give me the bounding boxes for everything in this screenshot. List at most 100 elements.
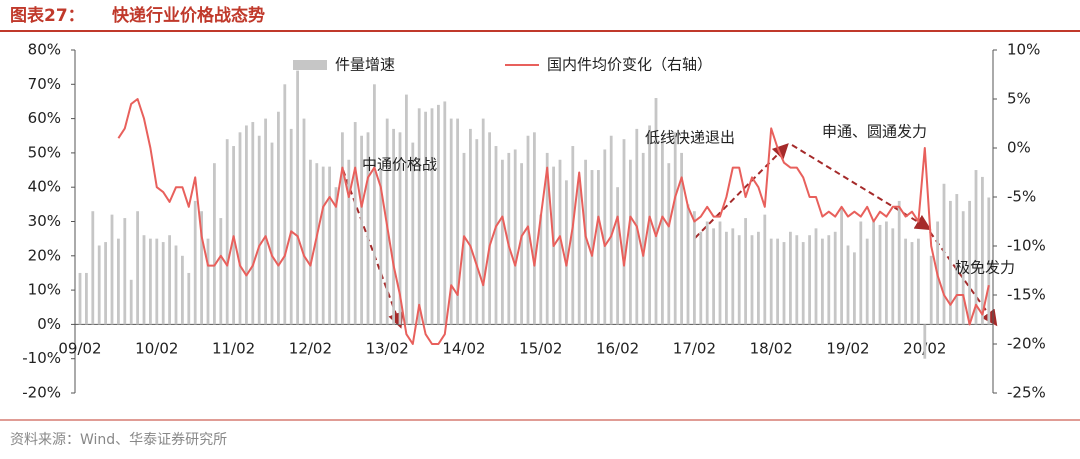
bar: [731, 228, 735, 325]
bar: [878, 224, 882, 325]
bar: [206, 238, 210, 325]
bar: [379, 170, 383, 325]
line: [117, 98, 990, 345]
bar: [558, 159, 562, 325]
bar: [763, 214, 767, 325]
trend-arrow: [791, 144, 932, 231]
bar: [449, 118, 453, 325]
bar: [277, 111, 280, 325]
bar: [533, 132, 536, 325]
source: 资料来源：Wind、华泰证券研究所: [10, 432, 227, 448]
bar: [910, 242, 914, 325]
bar: [725, 231, 728, 325]
bar: [641, 152, 645, 325]
bar: [942, 183, 946, 325]
bar: [161, 242, 165, 325]
bar: [673, 132, 677, 325]
bar: [78, 272, 82, 325]
bar: [885, 221, 888, 325]
y-tick-label: 30%: [28, 212, 61, 230]
y2-tick-label: -25%: [1007, 384, 1046, 402]
bar: [949, 200, 952, 325]
bar: [654, 98, 658, 325]
bar: [750, 235, 754, 325]
bar: [257, 135, 261, 325]
bar: [238, 132, 242, 325]
bar: [974, 170, 978, 325]
bar: [744, 218, 747, 325]
bar: [718, 221, 722, 325]
x-tick-label: 12/02: [289, 340, 332, 358]
x-tick-label: 15/02: [519, 340, 562, 358]
bar: [110, 214, 114, 325]
bar: [680, 152, 683, 325]
bar: [987, 197, 991, 325]
bar: [840, 207, 843, 325]
bar: [245, 125, 248, 325]
bar: [289, 128, 293, 325]
bar: [181, 255, 184, 325]
bar: [475, 139, 479, 325]
x-tick-label: 18/02: [750, 340, 793, 358]
bar: [398, 132, 402, 325]
bar: [149, 238, 152, 325]
bar: [929, 255, 933, 325]
bar: [693, 211, 696, 325]
bar: [667, 163, 671, 325]
bar: [622, 139, 626, 325]
x-tick-label: 10/02: [135, 340, 178, 358]
y2-tick-label: -15%: [1007, 286, 1046, 304]
bar: [565, 180, 568, 325]
annotation: 中通价格战: [362, 156, 437, 174]
bar: [712, 228, 715, 325]
bar: [981, 176, 984, 325]
bar: [821, 238, 824, 325]
x-tick-label: 09/02: [58, 340, 101, 358]
x-tick-label: 11/02: [212, 340, 255, 358]
bar: [789, 231, 792, 325]
x-tick-label: 17/02: [673, 340, 716, 358]
y-tick-label: 80%: [28, 41, 61, 59]
bar: [757, 231, 760, 325]
bar: [91, 211, 95, 325]
bar: [737, 235, 741, 325]
chart-title: 快递行业价格战态势: [112, 5, 265, 26]
bar: [187, 272, 191, 325]
bar: [609, 135, 613, 325]
bar: [897, 200, 901, 325]
bar: [417, 108, 421, 325]
bar: [334, 187, 338, 325]
bar: [769, 238, 773, 325]
bar: [85, 272, 88, 325]
bar: [571, 146, 575, 325]
y-tick-label: 0%: [37, 315, 61, 333]
bar: [341, 132, 344, 325]
bar: [577, 176, 581, 325]
bar: [923, 324, 927, 359]
bar: [833, 231, 837, 325]
y2-tick-label: 10%: [1007, 41, 1040, 59]
bar: [853, 252, 856, 325]
bar: [104, 242, 107, 325]
bar: [155, 238, 159, 325]
bar: [795, 235, 799, 325]
y-tick-label: 60%: [28, 109, 61, 127]
bar: [200, 211, 203, 325]
bar: [174, 245, 178, 325]
bar: [283, 84, 287, 325]
legend-label: 国内件均价变化（右轴）: [547, 56, 712, 74]
bar: [488, 132, 491, 325]
y-tick-label: 40%: [28, 178, 61, 196]
x-tick-label: 16/02: [596, 340, 639, 358]
bar: [168, 235, 171, 325]
bar: [846, 245, 850, 325]
y-tick-label: 10%: [28, 281, 61, 299]
annotation: 极免发力: [955, 259, 1015, 277]
y2-tick-label: -20%: [1007, 335, 1046, 353]
bar: [501, 159, 504, 325]
bar: [520, 163, 523, 325]
bar: [494, 146, 498, 325]
bar: [481, 118, 485, 325]
x-tick-label: 14/02: [442, 340, 485, 358]
